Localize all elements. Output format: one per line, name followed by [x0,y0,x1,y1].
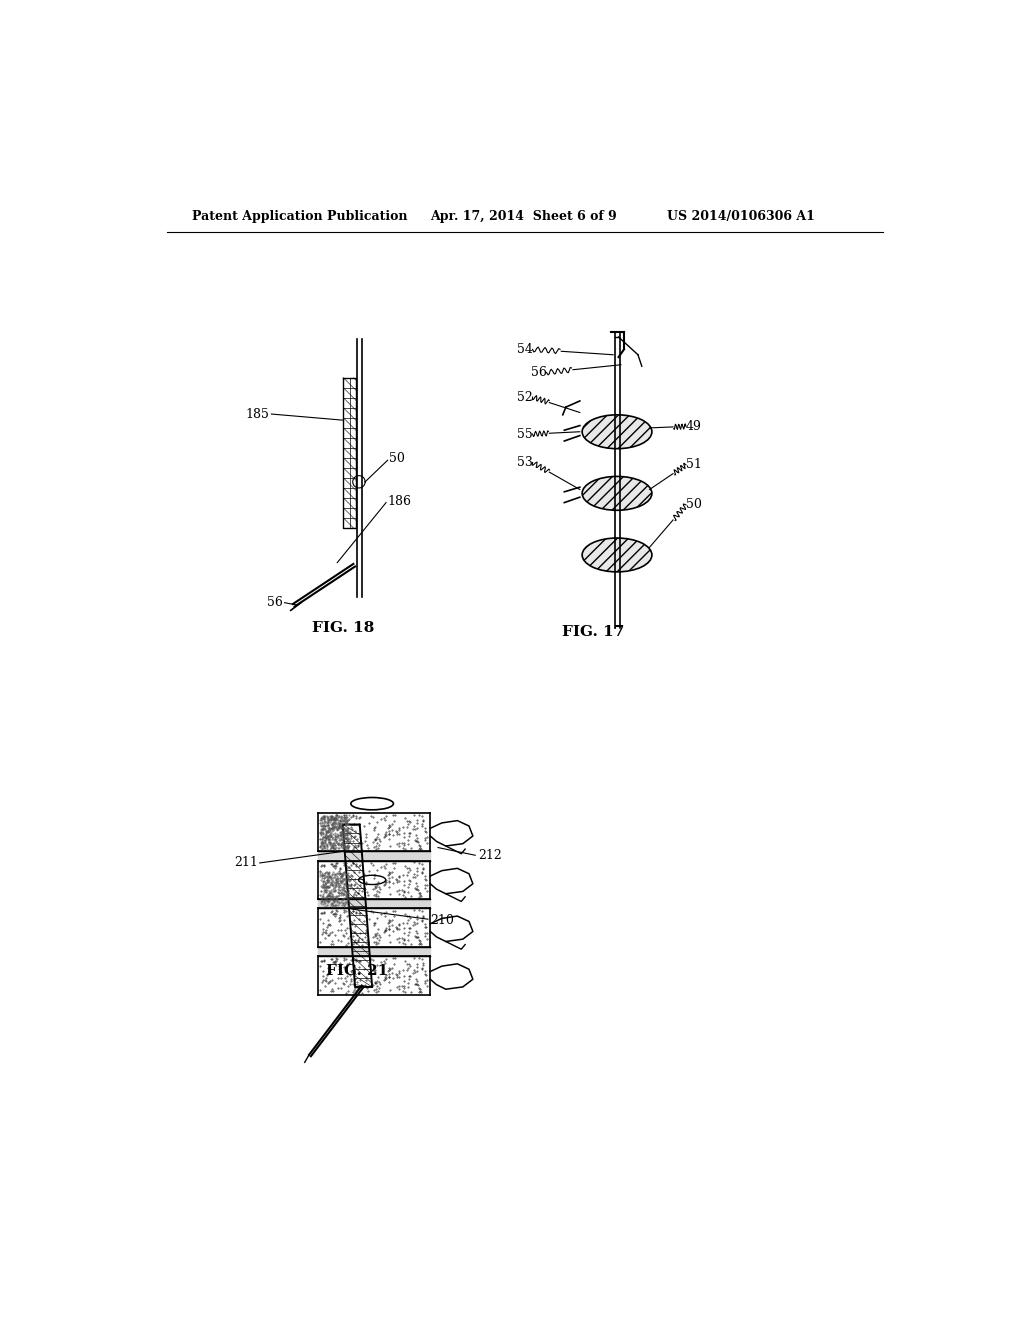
Text: 186: 186 [388,495,412,508]
Text: 56: 56 [267,597,283,610]
Text: 52: 52 [517,391,532,404]
Text: 50: 50 [686,499,701,511]
Text: 212: 212 [478,849,502,862]
Text: 185: 185 [245,408,269,421]
Text: 51: 51 [686,458,701,471]
Text: 54: 54 [517,343,532,356]
Text: 49: 49 [686,420,701,433]
Text: 210: 210 [430,915,454,927]
Text: US 2014/0106306 A1: US 2014/0106306 A1 [667,210,814,223]
Text: 55: 55 [517,428,532,441]
Text: 56: 56 [530,366,547,379]
Ellipse shape [583,414,652,449]
Text: FIG. 17: FIG. 17 [562,624,625,639]
Text: 211: 211 [234,857,258,870]
Ellipse shape [583,477,652,511]
Text: 50: 50 [389,453,406,465]
Text: 53: 53 [517,455,532,469]
Text: FIG. 18: FIG. 18 [312,622,375,635]
Ellipse shape [583,539,652,572]
Text: FIG. 21: FIG. 21 [326,964,388,978]
Text: Apr. 17, 2014  Sheet 6 of 9: Apr. 17, 2014 Sheet 6 of 9 [430,210,617,223]
Text: Patent Application Publication: Patent Application Publication [191,210,408,223]
